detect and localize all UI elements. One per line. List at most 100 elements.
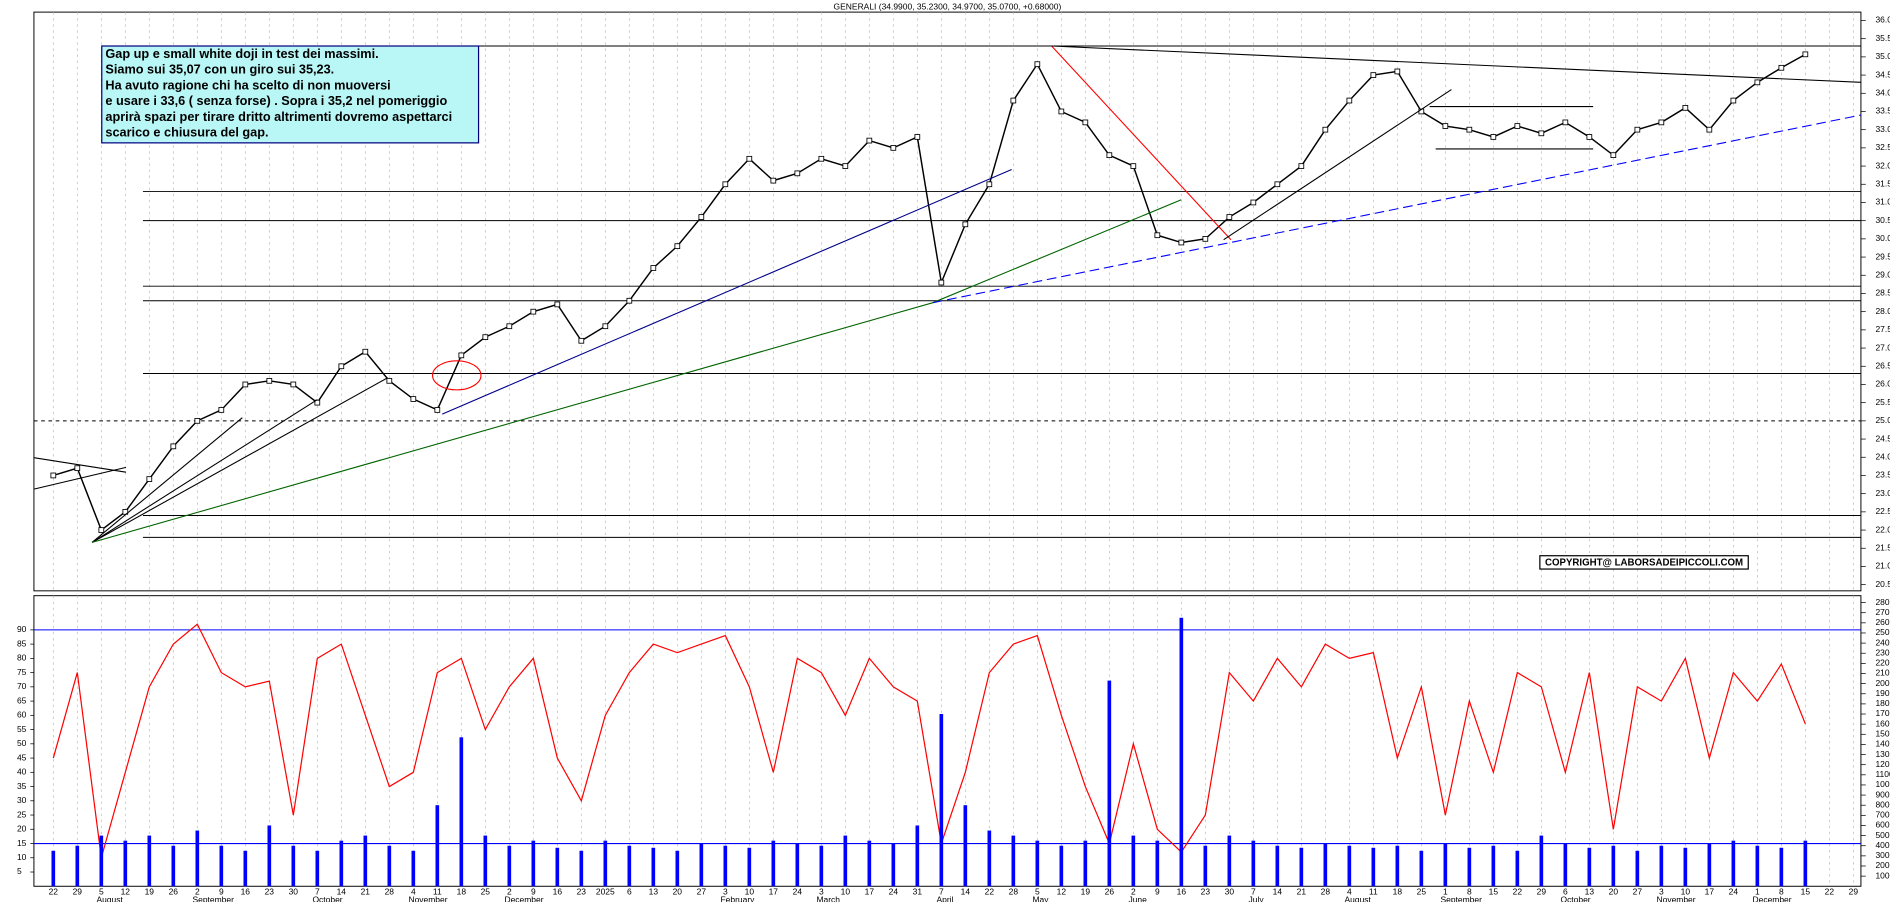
- price-point: [1154, 232, 1161, 239]
- y2-tick-label: 5000: [1875, 830, 1890, 840]
- y2-tick-label: 20000: [1875, 678, 1890, 688]
- price-point: [218, 407, 225, 413]
- volume-bar: [1347, 845, 1352, 887]
- price-point: [1634, 126, 1641, 133]
- y-tick-label: 32.5: [1875, 142, 1890, 152]
- price-point: [146, 476, 153, 482]
- y-tick-label: 26.5: [1875, 360, 1890, 370]
- x-tick-label: 1: [1755, 887, 1760, 897]
- x-tick-label: 21: [361, 887, 371, 897]
- month-label: March: [816, 894, 840, 902]
- y-tick-label: 45: [17, 752, 27, 762]
- y-tick-label: 28.0: [1875, 306, 1890, 316]
- chart-title: GENERALI (34.9900, 35.2300, 34.9700, 35.…: [834, 2, 1062, 12]
- volume-bar: [507, 845, 512, 887]
- volume-bar: [459, 737, 464, 887]
- price-point: [986, 181, 993, 188]
- month-label: October: [312, 894, 342, 902]
- x-tick-label: 2: [507, 887, 512, 897]
- x-tick-label: 28: [385, 887, 395, 897]
- y-tick-label: 34.0: [1875, 88, 1890, 98]
- x-tick-label: 3: [1659, 887, 1664, 897]
- volume-bar: [987, 830, 992, 887]
- price-point: [1178, 239, 1185, 246]
- price-point: [290, 381, 297, 388]
- y2-tick-label: 22000: [1875, 658, 1890, 668]
- volume-bar: [315, 850, 320, 887]
- y-tick-label: 24.5: [1875, 433, 1890, 443]
- volume-bar: [51, 850, 56, 887]
- y-tick-label: 29.0: [1875, 270, 1890, 280]
- x-tick-label: 8: [1467, 887, 1472, 897]
- y-tick-label: 31.0: [1875, 197, 1890, 207]
- x-tick-label: 27: [697, 887, 707, 897]
- price-point: [1322, 126, 1329, 133]
- y-tick-label: 65: [17, 695, 27, 705]
- price-point: [482, 334, 489, 340]
- volume-bar: [411, 850, 416, 887]
- price-point: [506, 323, 513, 330]
- x-tick-label: 8: [1779, 887, 1784, 897]
- x-tick-label: 14: [961, 887, 971, 897]
- month-label: September: [192, 894, 234, 902]
- price-point: [1034, 61, 1041, 68]
- month-label: April: [936, 894, 953, 902]
- y-tick-label: 24.0: [1875, 451, 1890, 461]
- month-label: May: [1032, 894, 1049, 902]
- volume-bar: [147, 835, 152, 887]
- x-tick-label: 2025: [596, 887, 615, 897]
- price-point: [1058, 108, 1065, 115]
- volume-bar: [1419, 850, 1424, 887]
- volume-bar: [1491, 845, 1496, 887]
- x-tick-label: 7: [1251, 887, 1256, 897]
- volume-bar: [243, 850, 248, 887]
- price-point: [1226, 214, 1233, 220]
- month-label: November: [408, 894, 447, 902]
- x-tick-label: 5: [99, 887, 104, 897]
- x-tick-label: 18: [1393, 887, 1403, 897]
- x-tick-label: 29: [1537, 887, 1547, 897]
- price-point: [746, 155, 753, 162]
- price-point: [1490, 134, 1497, 140]
- x-tick-label: 3: [819, 887, 824, 897]
- x-tick-label: 23: [1201, 887, 1211, 897]
- y2-tick-label: 18000: [1875, 698, 1890, 708]
- x-tick-label: 10: [1681, 887, 1691, 897]
- x-tick-label: 28: [1009, 887, 1019, 897]
- volume-bar: [363, 835, 368, 887]
- x-tick-label: 20: [1609, 887, 1619, 897]
- y-tick-label: 21.5: [1875, 542, 1890, 552]
- volume-bar: [483, 835, 488, 887]
- volume-bar: [819, 845, 824, 887]
- x-tick-label: 6: [627, 887, 632, 897]
- y2-tick-label: 13000: [1875, 749, 1890, 759]
- volume-bar: [699, 843, 704, 887]
- price-point: [170, 443, 177, 450]
- y2-tick-label: 1000: [1875, 870, 1890, 880]
- price-point: [458, 352, 465, 359]
- x-tick-label: 19: [1081, 887, 1091, 897]
- y-tick-label: 21.0: [1875, 561, 1890, 571]
- volume-bar: [1059, 845, 1064, 887]
- x-tick-label: 26: [169, 887, 179, 897]
- y2-tick-label: 26000: [1875, 617, 1890, 627]
- y-tick-label: 5: [17, 866, 22, 876]
- volume-bar: [99, 835, 104, 887]
- y-tick-label: 34.5: [1875, 69, 1890, 79]
- price-point: [698, 214, 705, 220]
- x-tick-label: 30: [1225, 887, 1235, 897]
- x-tick-label: 4: [1347, 887, 1352, 897]
- volume-bar: [171, 845, 176, 887]
- y-tick-label: 23.0: [1875, 488, 1890, 498]
- volume-bar: [771, 840, 776, 887]
- y-tick-label: 10: [17, 852, 27, 862]
- y2-tick-label: 15000: [1875, 729, 1890, 739]
- x-tick-label: 17: [865, 887, 875, 897]
- x-tick-label: 24: [889, 887, 899, 897]
- price-point: [890, 145, 897, 151]
- y-tick-label: 25.0: [1875, 415, 1890, 425]
- annotation-line: Siamo sui 35,07 con un giro sui 35,23.: [105, 62, 334, 77]
- x-tick-label: 17: [769, 887, 779, 897]
- volume-bar: [219, 845, 224, 887]
- price-point: [818, 155, 825, 162]
